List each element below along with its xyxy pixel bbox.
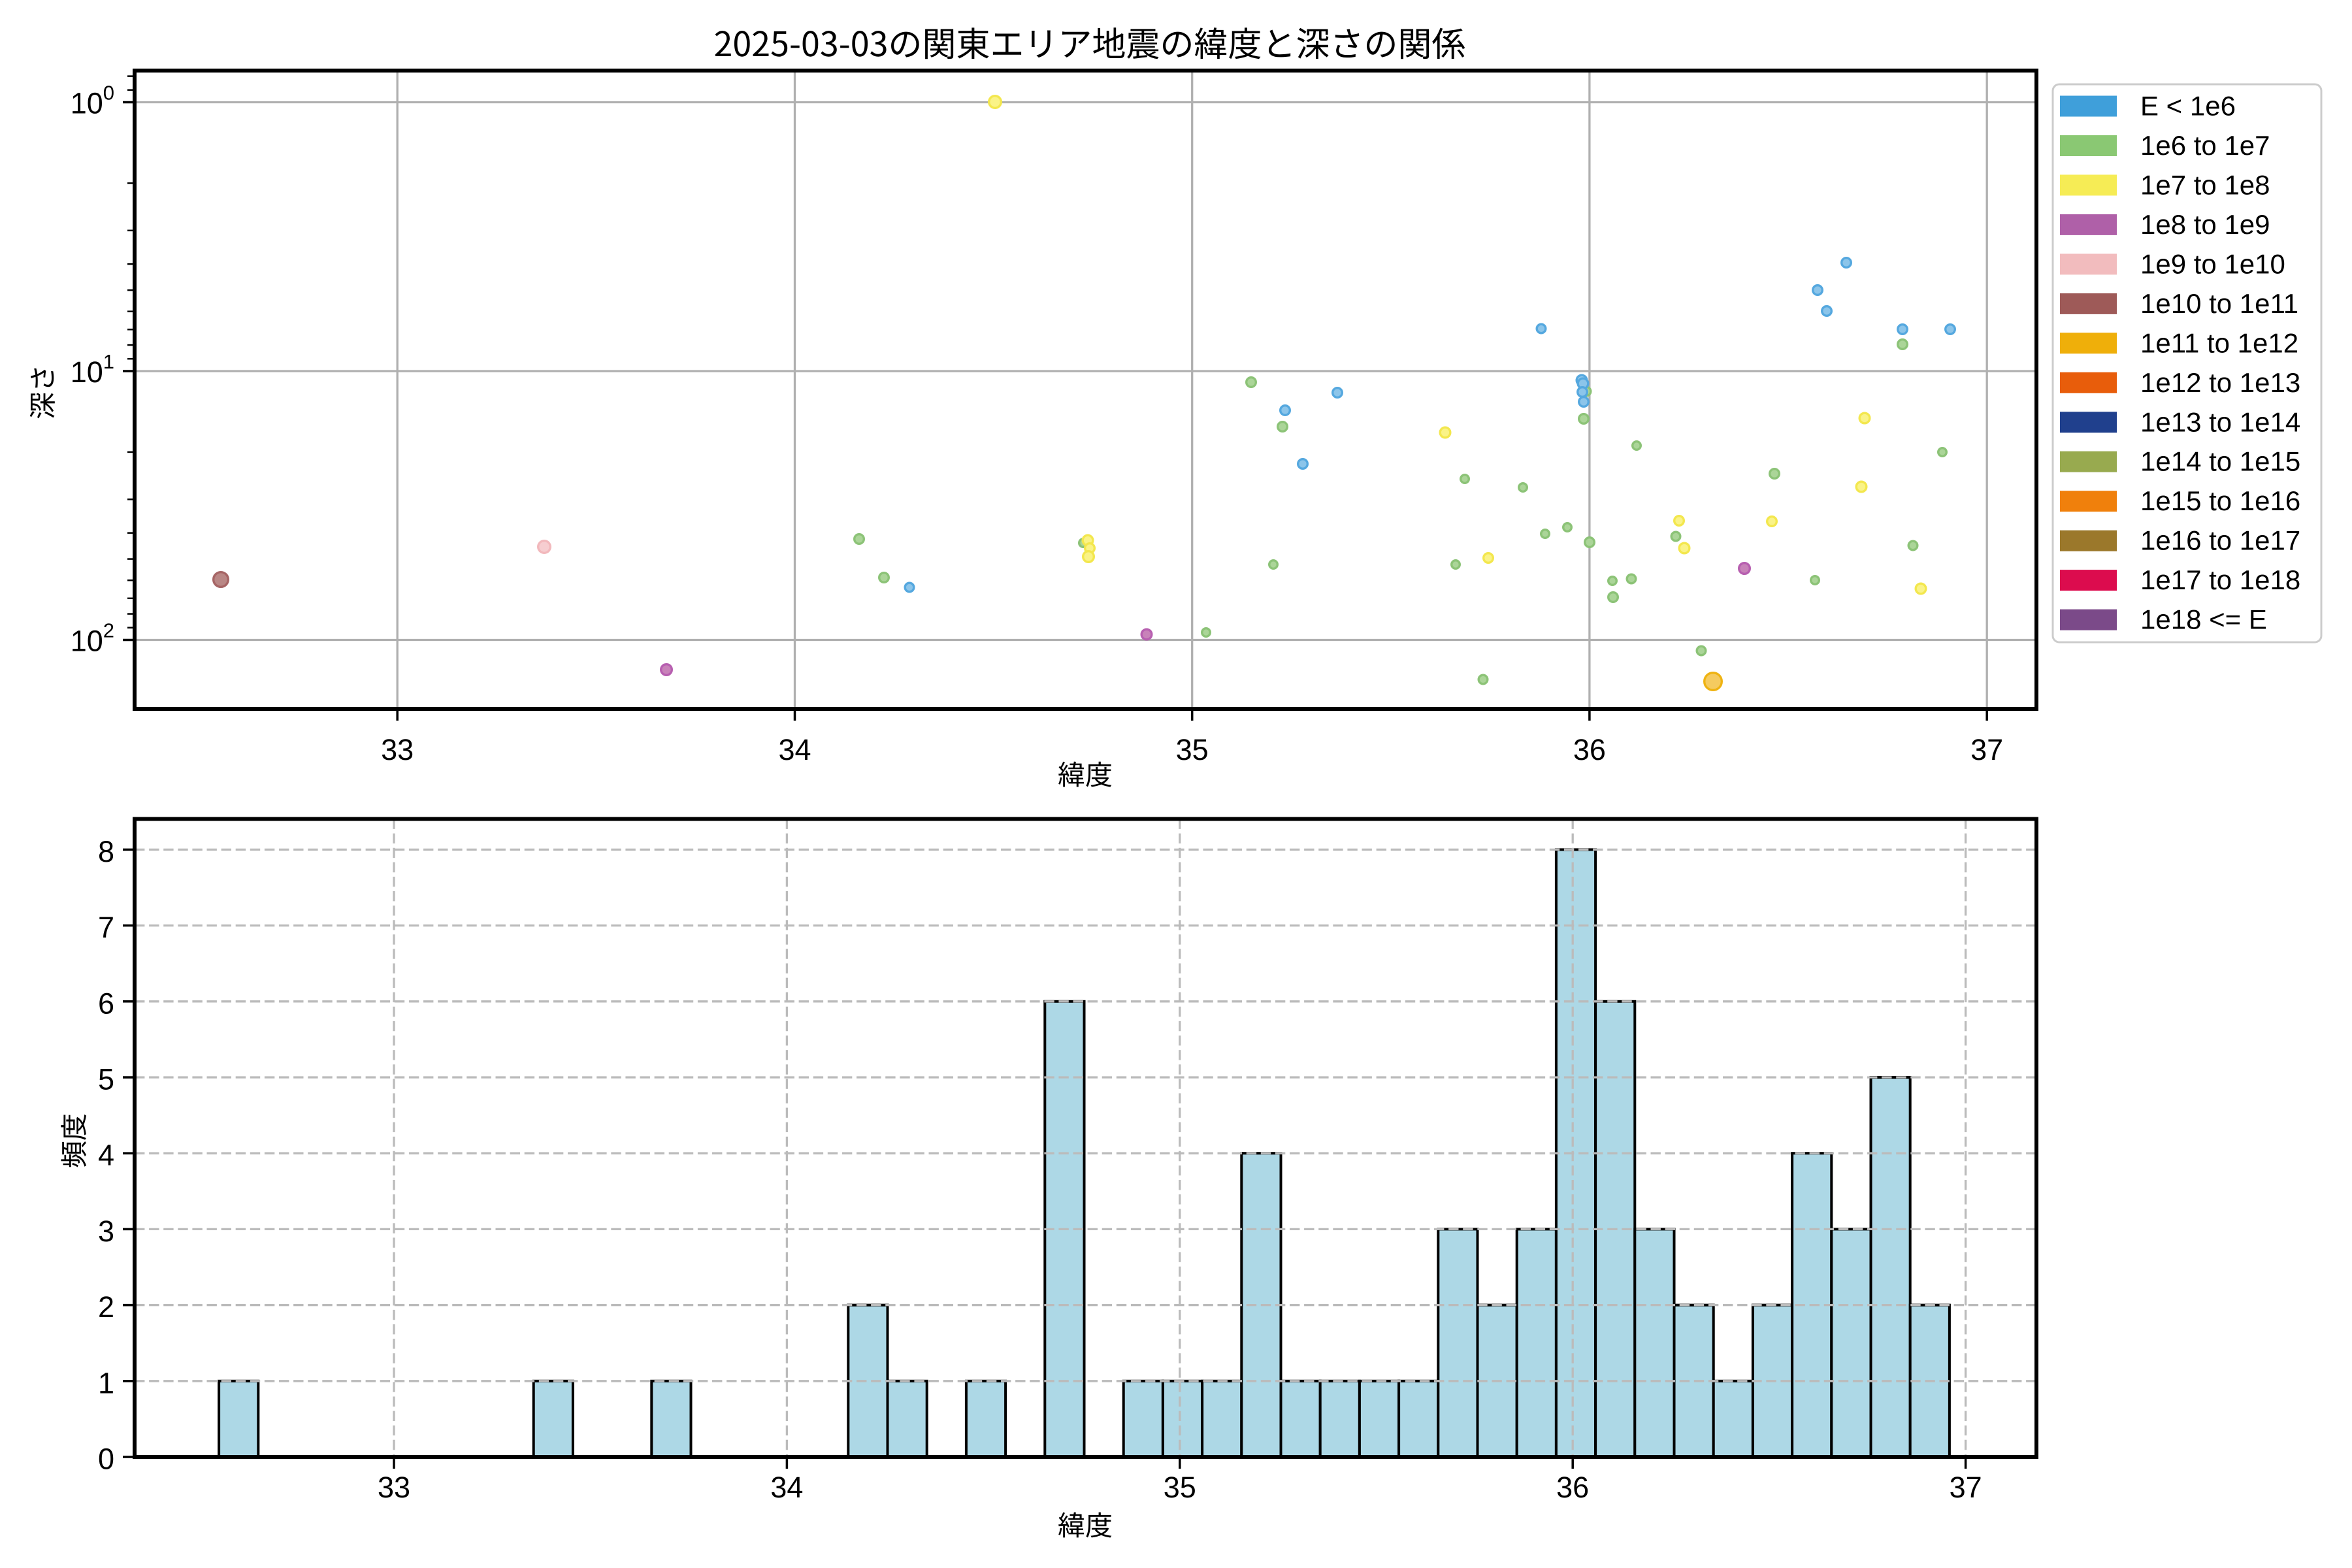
svg-text:5: 5 [98,1063,114,1096]
svg-text:34: 34 [770,1471,803,1504]
svg-text:1e17 to 1e18: 1e17 to 1e18 [2140,564,2300,595]
svg-text:1e8 to 1e9: 1e8 to 1e9 [2140,209,2270,240]
svg-text:1e9 to 1e10: 1e9 to 1e10 [2140,248,2285,279]
svg-text:33: 33 [378,1471,410,1504]
svg-text:1e11 to 1e12: 1e11 to 1e12 [2140,327,2298,358]
svg-text:4: 4 [98,1139,114,1172]
svg-text:1e13 to 1e14: 1e13 to 1e14 [2140,406,2300,437]
svg-text:1e10 to 1e11: 1e10 to 1e11 [2140,288,2298,319]
svg-text:3: 3 [98,1215,114,1248]
svg-text:0: 0 [98,1443,114,1476]
svg-text:1e18 <= E: 1e18 <= E [2140,604,2267,635]
svg-text:35: 35 [1176,733,1209,766]
svg-text:1e15 to 1e16: 1e15 to 1e16 [2140,485,2300,516]
svg-text:37: 37 [1950,1471,1982,1504]
svg-text:36: 36 [1573,733,1606,766]
svg-text:1: 1 [98,1366,114,1399]
svg-text:1e7 to 1e8: 1e7 to 1e8 [2140,169,2270,200]
svg-text:E < 1e6: E < 1e6 [2140,91,2236,122]
svg-text:36: 36 [1556,1471,1589,1504]
svg-text:1e12 to 1e13: 1e12 to 1e13 [2140,367,2300,398]
svg-text:1e6 to 1e7: 1e6 to 1e7 [2140,130,2270,161]
svg-text:37: 37 [1970,733,2003,766]
svg-text:1e16 to 1e17: 1e16 to 1e17 [2140,525,2300,556]
svg-text:7: 7 [98,911,114,944]
svg-text:1e14 to 1e15: 1e14 to 1e15 [2140,446,2300,477]
svg-text:34: 34 [778,733,811,766]
svg-text:6: 6 [98,987,114,1020]
svg-text:33: 33 [381,733,414,766]
svg-text:35: 35 [1164,1471,1196,1504]
svg-text:101: 101 [71,350,114,389]
svg-text:2: 2 [98,1290,114,1324]
svg-text:8: 8 [98,835,114,868]
